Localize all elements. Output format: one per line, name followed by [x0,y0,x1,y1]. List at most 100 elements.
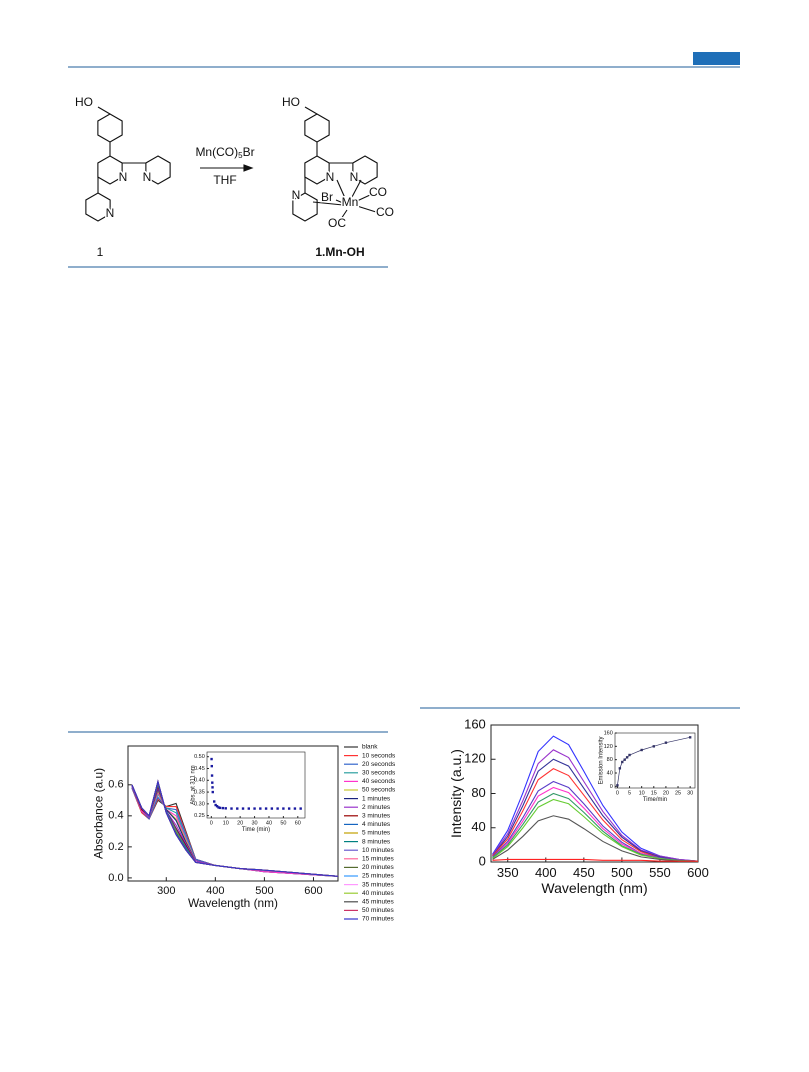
y-tick-label: 80 [471,785,485,800]
data-point [276,807,279,810]
legend-label: 8 minutes [362,838,391,845]
atom-label: N [350,170,359,184]
x-tick-label: 60 [295,820,301,826]
series-line [131,779,339,877]
x-tick-label: 40 [266,820,272,826]
ligand-label: CO [376,205,394,219]
data-point [211,786,214,789]
bond [336,179,346,199]
bond [312,201,344,206]
data-point [221,806,225,810]
data-point [213,800,216,803]
reagent-suffix: Br [243,145,255,159]
atom-label: N [326,170,335,184]
bond [356,205,377,213]
y-tick-label: 40 [607,770,613,776]
x-tick-label: 25 [675,790,681,796]
compound-label: 1.Mn-OH [315,245,364,259]
y-tick-label: 0 [479,853,486,868]
header-tab [693,52,740,65]
legend-label: 2 minutes [362,804,391,811]
legend-label: 10 seconds [362,752,396,759]
data-point [616,784,619,787]
y-tick-label: 0 [610,784,613,790]
x-tick-label: 400 [206,885,224,897]
reagent: Mn(CO)5Br [195,145,254,160]
metal-label: Mn [342,195,359,209]
compound-label: 1 [97,245,104,259]
x-tick-label: 30 [251,820,257,826]
x-tick-label: 50 [280,820,286,826]
data-point [628,753,631,757]
series-line [492,798,698,862]
data-point [215,805,219,808]
legend-label: 1 minutes [362,795,391,802]
data-point [293,807,297,810]
x-tick-label: 0 [210,820,213,826]
data-point [259,807,262,810]
legend-label: 25 minutes [362,873,395,880]
y-tick-label: 0.4 [108,810,123,822]
x-tick-label: 450 [573,865,595,880]
y-tick-label: 0.0 [108,872,123,884]
data-point [247,807,250,810]
bond [335,199,344,204]
data-point [211,781,214,784]
x-tick-label: 350 [497,865,519,880]
x-tick-label: 550 [649,865,671,880]
y-axis-label: Absorbance (a.u) [92,768,106,859]
legend-label: 20 minutes [362,864,395,871]
legend-label: 4 minutes [362,821,391,828]
series-line [492,858,698,862]
atom-label: HO [75,95,93,109]
data-point [299,807,302,810]
x-tick-label: 300 [157,885,175,897]
atom-label: N [119,170,128,184]
y-tick-label: 0.50 [194,754,205,760]
data-point [664,741,668,744]
legend-label: 40 minutes [362,890,395,897]
y-tick-label: 0.35 [194,790,205,796]
series-line [617,736,691,786]
legend-label: 15 minutes [362,856,395,863]
data-point [688,736,692,739]
atom-label: N [292,188,301,202]
data-point [230,807,233,810]
data-point [623,758,626,761]
x-axis-label: Time (min) [242,827,270,833]
x-axis-label: Time/min [643,797,667,803]
x-tick-label: 500 [611,865,633,880]
bond [340,209,348,220]
ligand-label: OC [328,216,346,230]
scheme [85,106,378,222]
data-point [618,767,622,770]
x-tick-label: 30 [687,790,693,796]
bond [304,106,318,115]
y-axis-label: Abs. at 311 nm [190,765,196,805]
legend-label: 50 minutes [362,907,395,914]
ring [292,192,318,222]
arrow-head [243,164,254,172]
data-point [214,803,217,807]
data-point [210,757,213,761]
bond [351,179,362,198]
reagent-formula: Mn(CO) [195,145,238,159]
reagent-subscript: 5 [238,151,243,160]
legend-label: 45 minutes [362,899,395,906]
y-axis-label: Emission Intensity [598,737,604,785]
ring [304,113,330,143]
data-point [224,807,227,810]
legend-label: 35 minutes [362,881,395,888]
data-point [210,764,213,768]
ligand-label: CO [369,185,387,199]
data-point [640,748,643,752]
y-tick-label: 0.40 [194,778,205,784]
legend-label: 3 minutes [362,813,391,820]
data-point [287,807,291,810]
x-axis-label: Wavelength (nm) [541,880,647,896]
chart: 0 10 20 30 40 50 60 0.25 0.30 0.35 0.40 0.45 0.50 Tim… [190,751,306,833]
y-tick-label: 0.6 [108,779,123,791]
